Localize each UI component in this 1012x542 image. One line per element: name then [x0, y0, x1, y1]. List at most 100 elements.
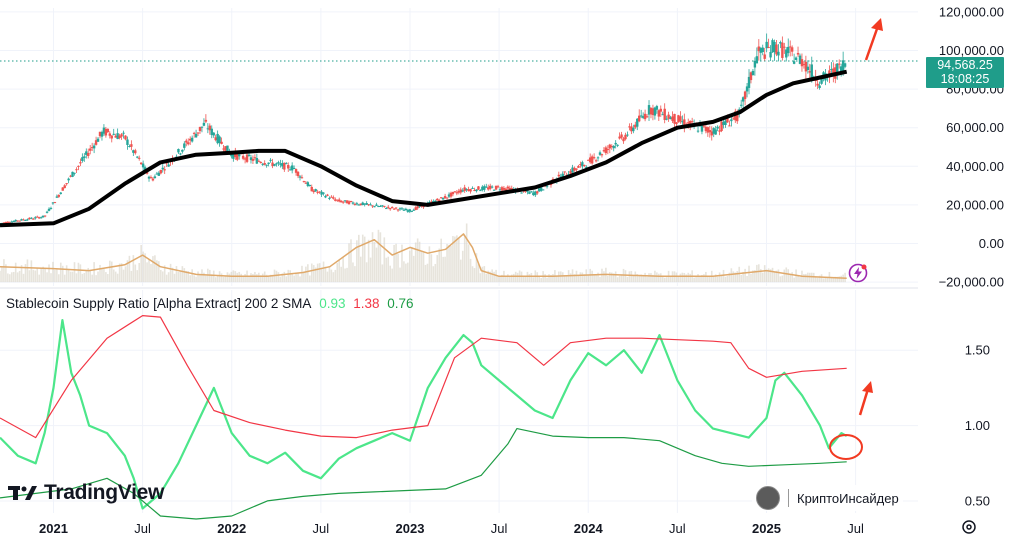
candle-body [326, 194, 329, 196]
candle-body [439, 197, 443, 199]
volume-bar [530, 272, 533, 283]
candle-body [147, 176, 151, 179]
volume-bar [218, 271, 221, 283]
volume-bar [703, 274, 705, 283]
candle-body [624, 134, 627, 140]
candle-body [479, 190, 482, 192]
volume-bar [259, 275, 262, 283]
volume-bar [122, 269, 125, 283]
candle-body [28, 217, 31, 220]
volume-bar [20, 265, 23, 283]
candle-body [434, 200, 437, 203]
volume-bar [740, 274, 742, 283]
candle-body [224, 146, 227, 152]
candle-body [739, 104, 743, 106]
candle-body [463, 187, 466, 191]
candle-body [406, 210, 410, 212]
candle-body [614, 142, 617, 145]
volume-bar [722, 269, 725, 283]
lightning-icon[interactable] [848, 263, 868, 283]
candle-body [247, 154, 251, 156]
volume-bar [414, 242, 417, 283]
candle-body [349, 200, 353, 202]
candle-body [836, 63, 839, 76]
volume-bar [730, 268, 733, 283]
candle-body [100, 131, 104, 137]
candle-body [563, 171, 566, 173]
volume-bar [148, 259, 150, 283]
candle-body [524, 191, 527, 193]
candle-body [416, 206, 419, 209]
candle-body [402, 209, 406, 211]
candle-body [490, 186, 494, 188]
candle-body [212, 132, 215, 136]
candle-body [243, 158, 247, 160]
volume-bar [328, 266, 331, 283]
candle-body [163, 169, 166, 171]
candle-body [359, 203, 362, 206]
candle-body [783, 46, 786, 48]
volume-bar [56, 269, 58, 283]
volume-bar [538, 276, 541, 283]
volume-bar [550, 274, 552, 283]
volume-bar [61, 265, 64, 283]
volume-bar [318, 263, 321, 283]
candle-body [473, 189, 476, 191]
candle-body [651, 108, 655, 115]
candle-body [587, 159, 590, 161]
candle-body [436, 198, 439, 201]
volume-bar [493, 271, 495, 283]
candle-body [663, 108, 666, 120]
candle-body [279, 163, 282, 165]
candle-body [745, 86, 749, 92]
candle-body [383, 205, 386, 207]
volume-bar [712, 277, 715, 283]
volume-bar [289, 270, 291, 283]
volume-bar [814, 276, 817, 283]
settings-gear-icon[interactable] [960, 518, 978, 536]
volume-bar [285, 276, 288, 283]
volume-bar [650, 273, 652, 283]
candle-body [218, 136, 221, 144]
volume-bar [752, 270, 754, 283]
volume-bar [779, 276, 782, 283]
volume-bar [222, 276, 225, 283]
candle-body [638, 115, 641, 122]
volume-bar [212, 270, 215, 283]
candle-body [596, 157, 600, 159]
candle-body [622, 138, 625, 142]
candle-body [112, 133, 115, 135]
volume-bar [385, 257, 388, 283]
volume-bar [773, 271, 776, 283]
candle-body [139, 162, 143, 165]
volume-bar [763, 265, 766, 283]
candle-body [702, 125, 706, 127]
candle-body [81, 157, 84, 161]
candle-body [283, 162, 286, 170]
volume-bar [728, 272, 731, 283]
volume-bar [630, 270, 633, 283]
candle-body [690, 121, 694, 123]
volume-bar [130, 270, 133, 283]
candle-body [161, 167, 164, 170]
volume-bar [754, 270, 756, 283]
volume-bar [359, 256, 362, 283]
indicator-legend: Stablecoin Supply Ratio [Alpha Extract] … [6, 296, 418, 311]
volume-bar [85, 270, 88, 283]
candle-body [732, 117, 735, 119]
candle-body [16, 220, 19, 222]
volume-bar [165, 274, 168, 283]
candle-body [592, 157, 596, 159]
candle-body [285, 163, 288, 165]
volume-bar [681, 272, 684, 283]
candle-body [510, 188, 513, 190]
volume-bar [295, 273, 297, 283]
volume-bar [756, 264, 758, 283]
time-tick-label: 2021 [39, 521, 68, 536]
channel-name: КриптоИнсайдер [797, 490, 899, 506]
volume-bar [724, 276, 727, 283]
candle-body [588, 157, 592, 163]
volume-bar [271, 274, 274, 283]
candle-body [761, 47, 764, 52]
volume-bar [242, 275, 244, 283]
